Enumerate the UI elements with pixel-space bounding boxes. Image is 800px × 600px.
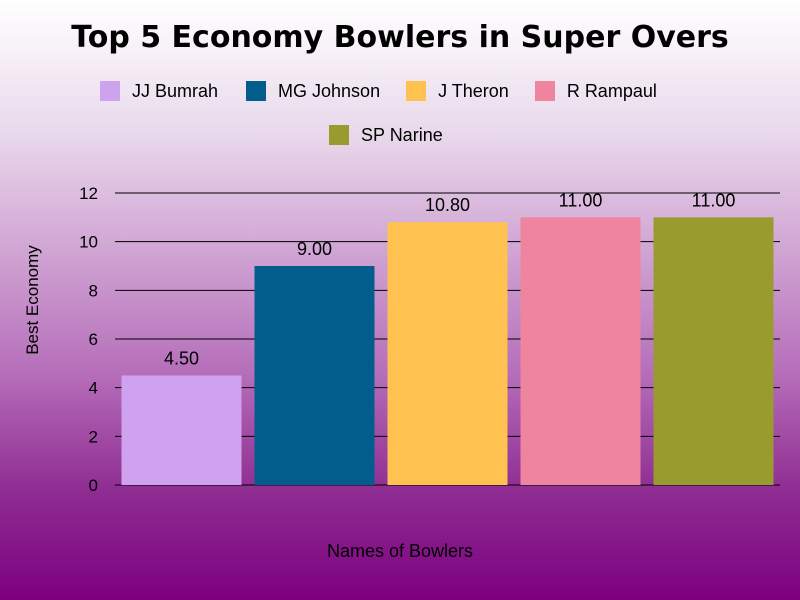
data-label: 9.00 — [297, 239, 332, 259]
legend-label: MG Johnson — [278, 80, 381, 101]
legend-item: J Theron — [406, 81, 509, 102]
y-tick-label: 0 — [89, 476, 98, 495]
legend-label: JJ Bumrah — [132, 80, 219, 101]
y-tick-label: 10 — [79, 233, 98, 252]
legend-swatch — [406, 81, 427, 101]
bar — [520, 217, 641, 486]
legend-swatch — [100, 81, 120, 101]
legend-item: MG Johnson — [246, 81, 380, 102]
data-label: 11.00 — [559, 190, 603, 210]
y-tick-label: 12 — [79, 184, 98, 203]
legend-item: R Rampaul — [534, 80, 657, 102]
legend-item: SP Narine — [329, 125, 443, 146]
chart-title: Top 5 Economy Bowlers in Super Overs — [71, 20, 729, 55]
legend-label: R Rampaul — [566, 80, 657, 101]
data-label: 4.50 — [164, 349, 199, 369]
y-tick-label: 6 — [89, 330, 98, 349]
legend-swatch — [246, 81, 267, 101]
y-tick-label: 8 — [89, 281, 98, 300]
y-tick-label: 2 — [89, 427, 98, 446]
y-axis-label: Best Economy — [23, 245, 42, 355]
legend-swatch — [534, 81, 555, 101]
bar — [254, 266, 375, 485]
legend-row: JJ Bumrah MG Johnson J Theron R Rampaul — [100, 76, 657, 106]
legend-label: J Theron — [438, 80, 509, 101]
legend-row: SP Narine — [329, 120, 443, 150]
y-tick-label: 4 — [89, 379, 98, 398]
x-axis-label: Names of Bowlers — [326, 541, 474, 561]
bar — [387, 222, 508, 485]
legend-label: SP Narine — [361, 124, 443, 145]
legend-swatch — [329, 125, 349, 145]
bar — [653, 217, 774, 486]
legend-item: JJ Bumrah — [100, 81, 218, 102]
data-label: 10.80 — [425, 195, 470, 215]
bar — [121, 375, 242, 485]
data-label: 11.00 — [692, 190, 736, 210]
